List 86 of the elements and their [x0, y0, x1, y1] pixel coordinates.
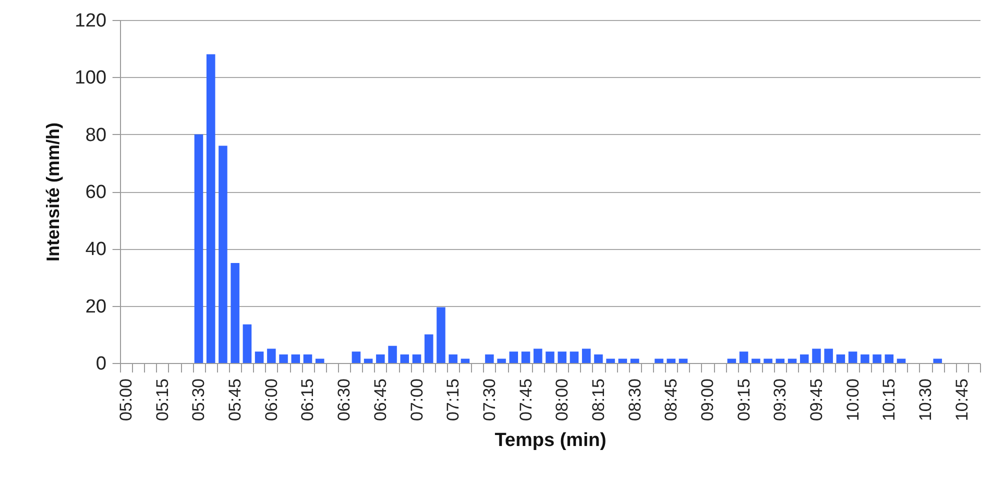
bar — [424, 334, 434, 363]
x-tick-label: 07:45 — [516, 378, 536, 422]
x-tick-label: 08:15 — [588, 378, 608, 422]
bar — [376, 354, 385, 363]
y-tick-label: 20 — [85, 296, 106, 318]
bar — [267, 348, 276, 363]
x-tick-label: 07:00 — [407, 378, 426, 422]
bar — [206, 54, 216, 363]
x-tick-label: 06:00 — [262, 378, 281, 422]
x-tick-label: 10:15 — [880, 378, 899, 422]
x-tick-label: 06:30 — [334, 378, 354, 422]
y-tick-label: 60 — [85, 182, 106, 203]
bar — [570, 352, 579, 363]
bar — [230, 262, 240, 363]
x-tick-label: 05:45 — [226, 378, 245, 422]
x-tick-label: 06:45 — [370, 378, 390, 422]
x-tick-label: 05:15 — [152, 378, 172, 422]
bar — [521, 352, 530, 363]
bar — [558, 352, 566, 363]
bar — [412, 354, 422, 363]
x-tick-label: 09:00 — [698, 378, 717, 422]
bar — [546, 352, 554, 363]
bar — [896, 358, 906, 363]
y-axis-title: Intensité (mm/h) — [42, 122, 63, 262]
x-tick-label: 09:45 — [806, 378, 826, 422]
bar — [630, 358, 640, 363]
bar — [860, 354, 870, 363]
bar — [654, 358, 664, 363]
bar — [242, 324, 252, 363]
bar — [460, 358, 470, 363]
bar — [485, 354, 494, 363]
bar — [848, 352, 858, 363]
y-tick-label: 0 — [96, 354, 106, 374]
y-tick-label: 80 — [85, 124, 106, 146]
bar — [606, 358, 615, 363]
bar — [194, 134, 204, 363]
x-tick-label: 07:30 — [480, 378, 499, 422]
bar — [872, 354, 882, 363]
bar — [316, 358, 324, 363]
bar — [448, 354, 458, 363]
bar — [534, 348, 542, 363]
bar — [400, 354, 410, 363]
x-tick-label: 09:15 — [734, 378, 754, 422]
bar — [933, 358, 942, 363]
bar — [352, 352, 361, 363]
x-tick-label: 10:30 — [916, 378, 935, 422]
y-tick-label: 120 — [74, 10, 106, 32]
x-tick-label: 05:00 — [116, 378, 136, 422]
x-tick-label: 10:45 — [952, 378, 972, 422]
bar — [836, 354, 846, 363]
y-tick-label: 100 — [74, 68, 106, 89]
bar — [666, 358, 676, 363]
bar — [279, 354, 288, 363]
x-axis-title: Temps (min) — [494, 430, 606, 452]
x-tick-label: 07:15 — [444, 378, 463, 422]
bar — [739, 352, 748, 363]
x-tick-label: 10:00 — [843, 378, 862, 422]
bar — [812, 348, 821, 363]
bar — [509, 352, 518, 363]
bar — [752, 358, 760, 363]
bar — [764, 358, 772, 363]
bar — [582, 348, 591, 363]
bar — [618, 358, 628, 363]
bar — [788, 358, 797, 363]
bar — [884, 354, 894, 363]
bar — [364, 358, 373, 363]
bar — [436, 307, 446, 363]
bar — [218, 146, 228, 363]
x-tick-label: 09:30 — [770, 378, 790, 422]
bar — [291, 354, 300, 363]
bar — [727, 358, 736, 363]
x-tick-label: 08:00 — [552, 378, 572, 422]
x-tick-label: 08:30 — [625, 378, 644, 422]
bar — [800, 354, 809, 363]
bar — [678, 358, 688, 363]
y-tick-label: 40 — [85, 239, 106, 260]
bar — [594, 354, 603, 363]
bar — [254, 352, 264, 363]
x-tick-label: 06:15 — [298, 378, 318, 422]
bar — [824, 348, 833, 363]
bar — [776, 358, 784, 363]
bar — [497, 358, 506, 363]
x-tick-label: 08:45 — [662, 378, 681, 422]
bar — [388, 346, 397, 363]
bar — [303, 354, 312, 363]
x-tick-label: 05:30 — [189, 378, 208, 422]
